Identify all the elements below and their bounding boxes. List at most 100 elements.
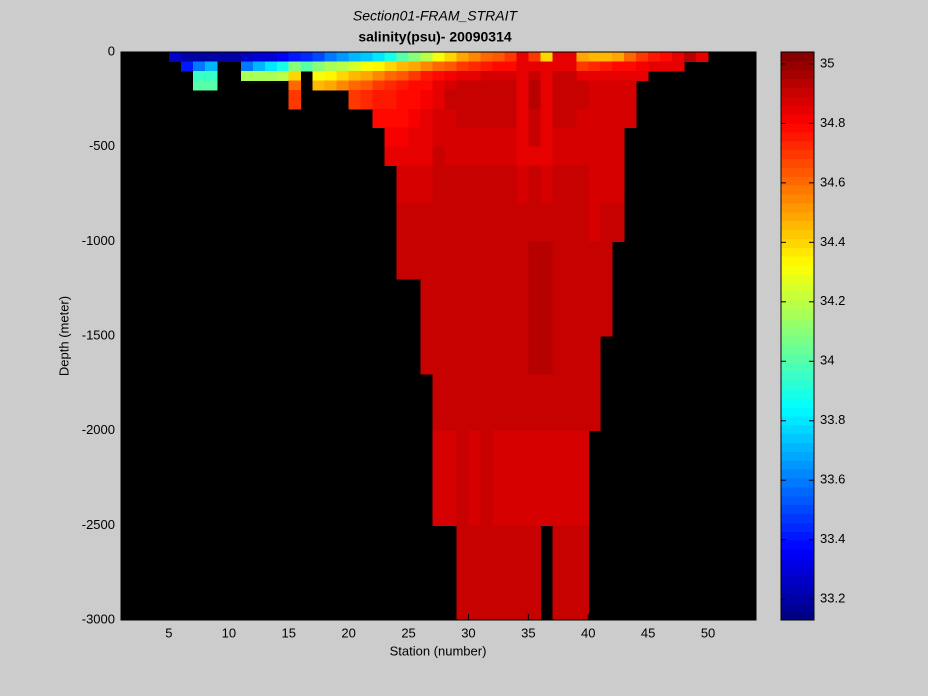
cell: [444, 146, 457, 167]
cell: [456, 61, 469, 72]
cell: [492, 336, 505, 375]
cell: [432, 336, 445, 375]
cell: [180, 52, 194, 62]
cell: [564, 70, 577, 81]
cell: [468, 525, 481, 621]
y-tick-label: -500: [89, 138, 115, 153]
cell: [396, 70, 410, 81]
cell: [540, 373, 553, 432]
cell: [504, 70, 517, 81]
cell: [408, 108, 422, 129]
colorbar-tick-label: 35: [820, 55, 834, 70]
cell: [456, 203, 469, 242]
cell: [576, 89, 589, 110]
colorbar-tick-label: 33.4: [820, 531, 845, 546]
cell: [660, 52, 673, 62]
cell: [600, 108, 613, 129]
colorbar-tick-label: 33.6: [820, 472, 845, 487]
cell: [372, 61, 386, 72]
cell: [252, 52, 266, 62]
cell: [468, 127, 481, 148]
cell: [480, 241, 493, 280]
cell: [648, 61, 661, 72]
x-tick-label: 50: [701, 625, 715, 640]
cell: [372, 80, 386, 91]
cell: [528, 89, 541, 110]
cell: [480, 525, 493, 621]
cell: [432, 89, 445, 110]
cell: [384, 52, 398, 62]
cell: [540, 70, 553, 81]
colorbar-swatch: [781, 593, 814, 603]
cell: [480, 203, 493, 242]
cell: [516, 165, 529, 204]
cell: [564, 146, 577, 167]
cell: [480, 108, 493, 129]
cell: [420, 146, 434, 167]
y-tick-label: -3000: [82, 611, 115, 626]
cell: [468, 146, 481, 167]
cell: [504, 165, 517, 204]
cell: [408, 70, 422, 81]
colorbar-swatch: [781, 158, 814, 168]
cell: [276, 61, 290, 72]
cell: [348, 89, 362, 110]
cell: [384, 108, 398, 129]
x-tick-label: 35: [521, 625, 535, 640]
colorbar-swatch: [781, 451, 814, 461]
cell: [660, 61, 673, 72]
colorbar-swatch: [781, 211, 814, 222]
cell: [600, 203, 613, 242]
cell: [516, 203, 529, 242]
chart-subtitle: salinity(psu)- 20090314: [358, 29, 512, 45]
cell: [324, 61, 338, 72]
cell: [516, 525, 529, 621]
colorbar-swatch: [781, 424, 814, 435]
cell: [624, 70, 637, 81]
cell: [564, 241, 577, 280]
cell: [192, 70, 206, 81]
cell: [564, 89, 577, 110]
cell: [516, 127, 529, 148]
cell: [528, 279, 541, 337]
cell: [588, 165, 601, 204]
colorbar-swatch: [781, 131, 814, 142]
cell: [636, 61, 649, 72]
cell: [528, 146, 541, 167]
cell: [240, 52, 254, 62]
cell: [492, 373, 505, 432]
cell: [444, 336, 457, 375]
cell: [420, 61, 434, 72]
x-tick-label: 10: [222, 625, 236, 640]
cell: [420, 336, 434, 375]
colorbar-swatch: [781, 140, 814, 151]
y-tick-label: -1500: [82, 327, 115, 342]
cell: [240, 70, 254, 81]
cell: [276, 52, 290, 62]
cell: [576, 525, 589, 621]
cell: [588, 203, 601, 242]
cell: [492, 203, 505, 242]
cell: [372, 70, 386, 81]
cell: [348, 80, 362, 91]
cell: [528, 165, 541, 204]
cell: [516, 336, 529, 375]
colorbar-box: [780, 51, 815, 621]
cell: [384, 127, 398, 148]
cell: [492, 146, 505, 167]
cell: [300, 52, 314, 62]
cell: [516, 279, 529, 337]
cell: [528, 430, 541, 526]
cell: [492, 52, 505, 62]
cell: [492, 127, 505, 148]
cell: [444, 279, 457, 337]
cell: [396, 52, 410, 62]
cell: [540, 80, 553, 91]
colorbar-swatch: [781, 309, 814, 319]
cell: [588, 89, 601, 110]
colorbar-swatch: [781, 442, 814, 452]
cell: [684, 52, 697, 62]
cell: [288, 70, 302, 81]
colorbar-swatch: [781, 478, 814, 488]
colorbar-swatch: [781, 167, 814, 177]
